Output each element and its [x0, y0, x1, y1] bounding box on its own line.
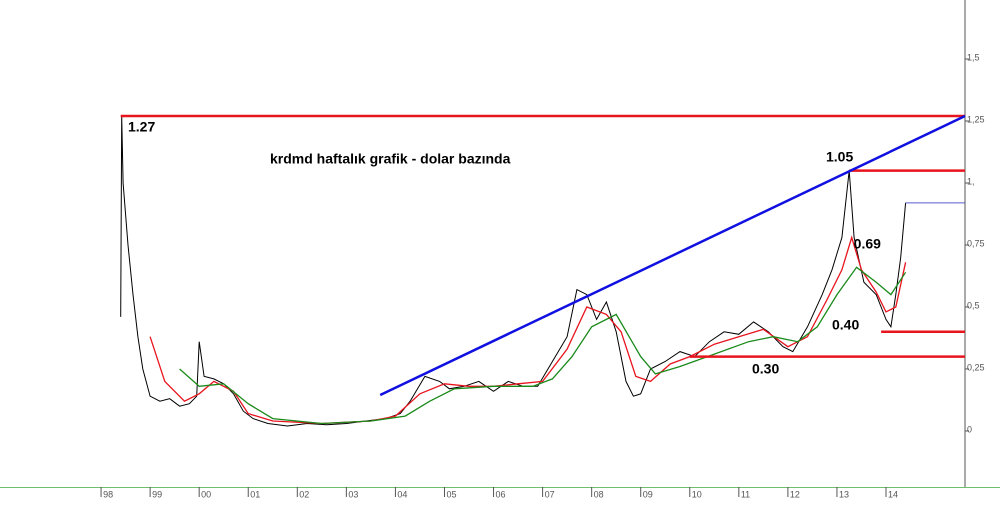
y-tick-label: 0: [967, 424, 972, 434]
x-tick-label: 04: [397, 489, 407, 499]
x-tick-label: 10: [692, 489, 702, 499]
x-tick-label: 02: [299, 489, 309, 499]
annotation: 0.69: [854, 236, 881, 252]
y-tick-label: 0,75: [967, 238, 985, 248]
x-tick-label: 00: [201, 489, 211, 499]
price-line: [149, 235, 907, 425]
price-line: [120, 115, 907, 427]
level-label: 0.30: [752, 361, 779, 377]
x-tick-label: 07: [545, 489, 555, 499]
y-tick-label: 0,25: [967, 362, 985, 372]
x-tick-label: 08: [594, 489, 604, 499]
level-label: 1.27: [128, 119, 155, 135]
y-tick-label: 1,25: [967, 114, 985, 124]
y-tick-label: 0,5: [967, 300, 980, 310]
level-label: 0.40: [832, 317, 859, 333]
x-tick-label: 99: [152, 489, 162, 499]
y-tick-label: 1,5: [967, 52, 980, 62]
trend-line: [379, 114, 966, 397]
x-tick-label: 09: [643, 489, 653, 499]
x-tick-label: 01: [250, 489, 260, 499]
x-tick-label: 06: [496, 489, 506, 499]
y-tick-label: 1,: [967, 176, 975, 186]
x-tick-label: 05: [446, 489, 456, 499]
x-tick-label: 12: [790, 489, 800, 499]
price-line: [179, 266, 907, 425]
x-tick-label: 03: [348, 489, 358, 499]
x-tick-label: 13: [839, 489, 849, 499]
x-tick-label: 11: [741, 489, 750, 499]
x-tick-label: 14: [888, 489, 898, 499]
chart-title: krdmd haftalık grafik - dolar bazında: [270, 151, 511, 167]
level-label: 1.05: [826, 149, 853, 165]
x-tick-label: 98: [103, 489, 113, 499]
